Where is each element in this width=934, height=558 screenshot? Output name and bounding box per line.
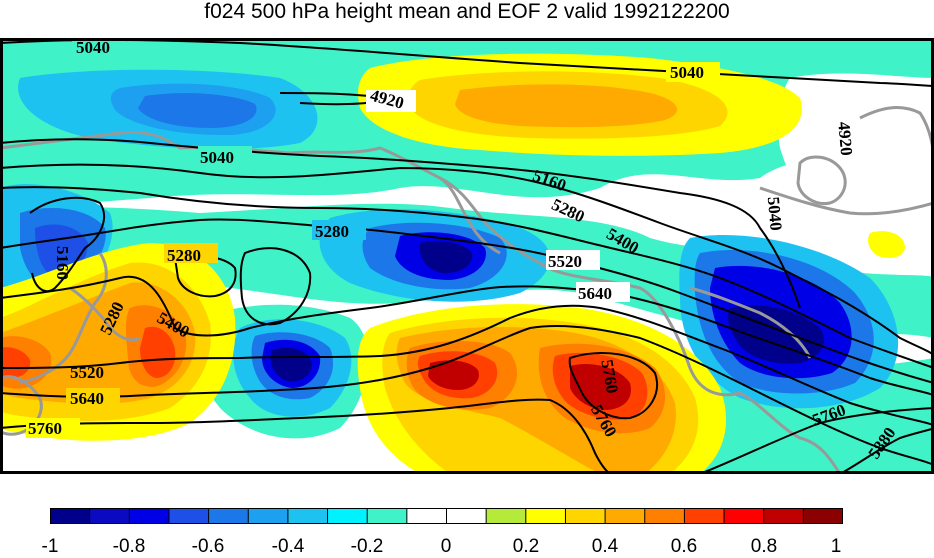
contour-5640 [0,325,934,467]
contour-label: 5040 [670,63,704,82]
contour-label: 5040 [764,196,786,232]
contour-5160-lower [0,186,934,369]
colorbar-tick-label: 0.8 [750,536,778,557]
colorbar-swatch [684,508,725,524]
colorbar-swatch [446,508,487,524]
eof-region-center-core [419,241,473,274]
colorbar-tick-label: -0.6 [191,536,225,557]
coastline-north-coast [759,186,934,216]
contour-label: 5640 [578,284,612,303]
contour-5160-upper [0,163,934,357]
eof-region-se-dark-red-west [428,360,479,390]
colorbar-tick-label: 0.4 [591,536,619,557]
contour-label: 5040 [76,38,110,57]
colorbar-swatch [208,508,249,524]
colorbar-swatch [803,508,843,524]
contour-label: 5160 [53,246,72,280]
colorbar-tick-label: 1 [830,536,842,557]
colorbar-swatch [287,508,328,524]
coastline-gulf-alaska [689,286,812,359]
colorbar-swatch [327,508,368,524]
colorbar-swatch [406,508,447,524]
colorbar-tick-label: -1 [41,536,59,557]
contour-5040-north [0,38,934,87]
coastline-kamchatka [439,176,501,255]
contour-label: 5760 [28,419,62,438]
colorbar-swatch [724,508,764,524]
colorbar-swatch [129,508,169,524]
colorbar-swatch [565,508,606,524]
contour-label: 5520 [548,252,582,271]
contour-label: 5520 [70,363,104,382]
contour-label: 4920 [834,121,856,157]
colorbar-swatch [525,508,566,524]
colorbar [50,508,843,524]
colorbar-swatch [763,508,804,524]
colorbar-swatch [486,508,526,524]
contour-5880 [839,427,934,474]
contour-label: 5040 [200,148,234,167]
contour-5280-main [0,218,934,384]
contour-5520 [0,304,934,427]
eof-region-sw-red [140,326,176,378]
colorbar-svg [50,508,843,524]
coastline-arctic-islands [796,155,847,206]
eof-region-nw-dark-blue [138,93,257,128]
colorbar-swatch [168,508,209,524]
colorbar-swatch [248,508,288,524]
eof-region-north-orange [455,84,677,128]
colorbar-tick-label: 0.6 [670,536,698,557]
colorbar-swatch [605,508,645,524]
contour-label-group: 5040 5040 4920 5040 4920 5160 5040 5160 … [26,38,899,462]
coastline-west-coast [19,252,108,385]
colorbar-tick-label: -0.2 [350,536,384,557]
colorbar-swatch [89,508,130,524]
contour-label: 5280 [167,246,201,265]
map-border [0,38,934,474]
contour-label: 5280 [315,222,349,241]
coastline-japan [69,286,141,342]
contour-5760-loop [568,352,658,420]
colorbar-swatch [644,508,685,524]
contour-5400 [0,275,934,397]
eof-shading [0,38,934,474]
contour-5760-southwest [0,398,611,474]
colorbar-swatch [50,508,90,524]
eof-region-sw-edge-red [0,347,31,378]
colorbar-tick-label: -0.8 [112,536,146,557]
contour-label: 5640 [70,389,104,408]
map-title: f024 500 hPa height mean and EOF 2 valid… [204,0,730,23]
colorbar-tick-label: 0 [440,536,452,557]
eof-region-ne-white [778,73,934,268]
map-svg: 5040 5040 4920 5040 4920 5160 5040 5160 … [0,38,934,474]
eof-region-east-edge-yellow [868,231,905,258]
colorbar-tick-label: 0.2 [512,536,540,557]
colorbar-swatch [367,508,407,524]
contour-5760-east [699,407,934,474]
contour-5040-middle [0,138,801,309]
colorbar-tick-label: -0.4 [271,536,305,557]
map-panel: 5040 5040 4920 5040 4920 5160 5040 5160 … [0,38,934,474]
